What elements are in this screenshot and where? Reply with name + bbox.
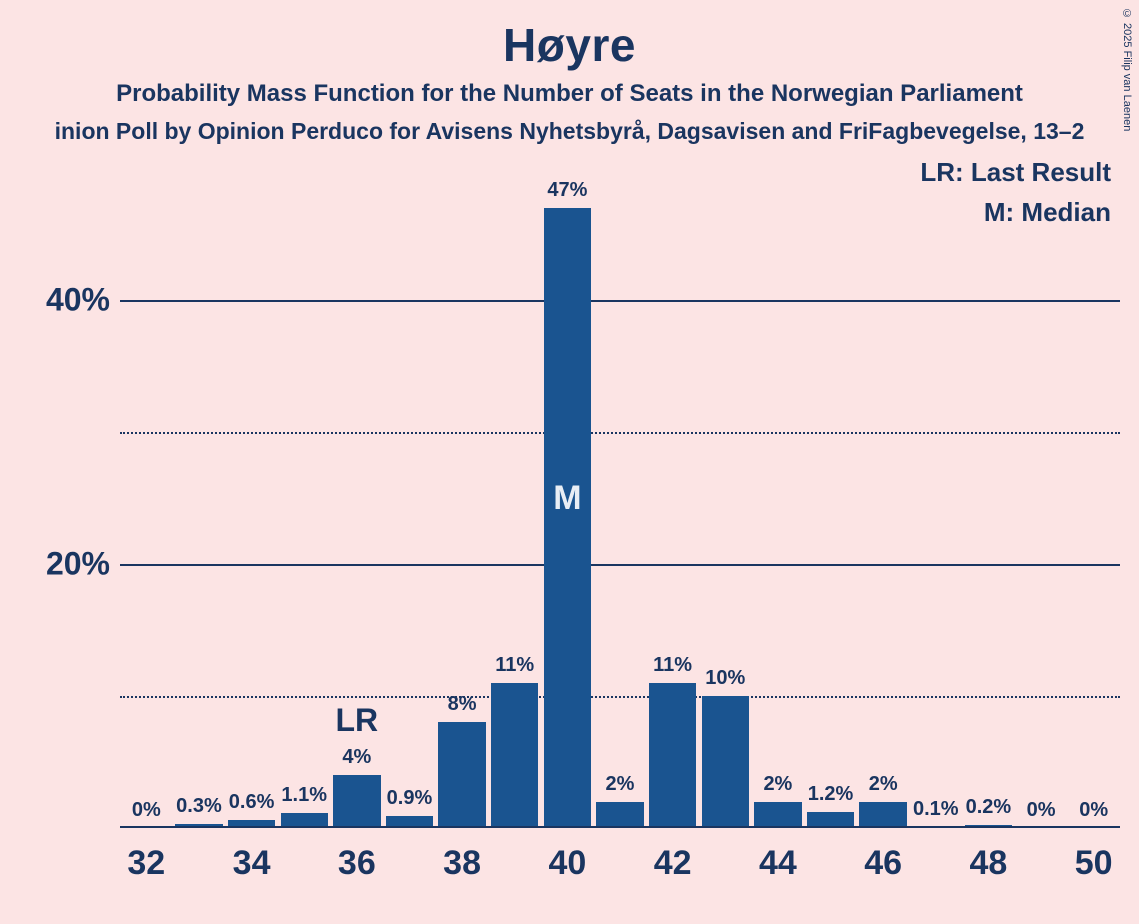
- bar-value-label: 11%: [653, 654, 692, 677]
- x-tick-label: 42: [654, 844, 692, 883]
- x-tick-label: 40: [548, 844, 586, 883]
- x-tick-label: 38: [443, 844, 481, 883]
- x-tick-label: 32: [127, 844, 165, 883]
- bar: [859, 802, 906, 828]
- bar-value-label: 0.6%: [229, 791, 275, 814]
- bar-value-label: 10%: [705, 667, 745, 690]
- bar-value-label: 0%: [1027, 799, 1056, 822]
- bar: [491, 683, 538, 828]
- x-tick-label: 44: [759, 844, 797, 883]
- chart-plot-area: 20%40%0%0.3%0.6%1.1%4%0.9%8%11%47%2%11%1…: [120, 168, 1120, 828]
- x-tick-label: 46: [864, 844, 902, 883]
- bar: [596, 802, 643, 828]
- bar-value-label: 1.2%: [808, 783, 854, 806]
- last-result-marker: LR: [336, 702, 379, 739]
- x-tick-label: 34: [233, 844, 271, 883]
- bar-value-label: 0%: [1079, 799, 1108, 822]
- bar: [649, 683, 696, 828]
- bar: [702, 696, 749, 828]
- bar-value-label: 11%: [495, 654, 534, 677]
- x-axis: 32 34 36 38 40 42 44 46 48 50: [120, 836, 1120, 896]
- chart-subtitle: Probability Mass Function for the Number…: [0, 80, 1139, 108]
- bars-layer: 0% 0.3% 0.6% 1.1% 4% 0.9% 8% 11% 47% 2% 11% 10% 2% 1.…: [120, 168, 1120, 828]
- bar-value-label: 0.1%: [913, 798, 959, 821]
- bar-value-label: 0.2%: [966, 796, 1012, 819]
- bar-value-label: 47%: [547, 179, 587, 202]
- x-tick-label: 36: [338, 844, 376, 883]
- x-tick-label: 48: [969, 844, 1007, 883]
- bar-value-label: 2%: [606, 773, 635, 796]
- bar: [333, 775, 380, 828]
- bar-value-label: 0%: [132, 799, 161, 822]
- y-tick-label: 20%: [46, 546, 110, 583]
- x-tick-label: 50: [1075, 844, 1113, 883]
- median-marker: M: [553, 479, 581, 518]
- bar-value-label: 0.3%: [176, 795, 222, 818]
- bar-value-label: 0.9%: [387, 787, 433, 810]
- copyright-text: © 2025 Filip van Laenen: [1121, 8, 1133, 131]
- chart-title: Høyre: [0, 0, 1139, 72]
- bar-value-label: 4%: [342, 746, 371, 769]
- bar: [438, 722, 485, 828]
- bar-value-label: 1.1%: [281, 784, 327, 807]
- bar-value-label: 8%: [448, 693, 477, 716]
- baseline: [120, 826, 1120, 828]
- bar-value-label: 2%: [763, 773, 792, 796]
- bar-value-label: 2%: [869, 773, 898, 796]
- y-tick-label: 40%: [46, 282, 110, 319]
- bar: [754, 802, 801, 828]
- chart-poll-source: inion Poll by Opinion Perduco for Avisen…: [0, 118, 1139, 145]
